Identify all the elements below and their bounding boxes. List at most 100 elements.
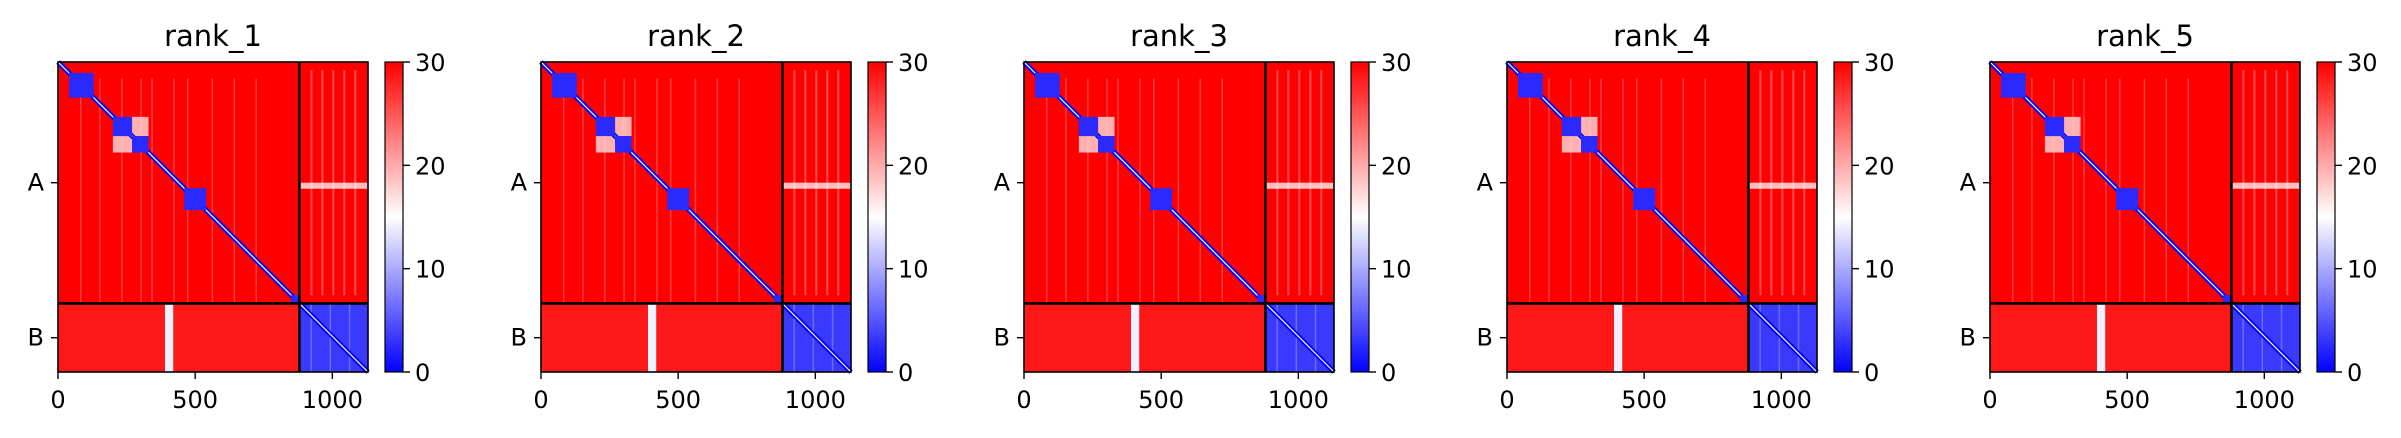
texture-stripe xyxy=(656,78,658,304)
panel-title: rank_3 xyxy=(1130,19,1228,53)
colorbar-tick-label: 0 xyxy=(1381,359,1396,387)
colorbar xyxy=(867,61,887,373)
chain-label: B xyxy=(1477,324,1493,352)
texture-stripe xyxy=(716,78,719,304)
diagonal-block xyxy=(1098,136,1115,153)
ba-stripe xyxy=(164,303,174,372)
panel-5: rank_5 0 500 1000 A B 0 10 20 30 xyxy=(1960,19,2378,414)
diagonal-block xyxy=(2116,188,2139,211)
diagonal-block xyxy=(291,295,300,304)
b-block-texture xyxy=(2242,303,2244,372)
axes-frame xyxy=(540,61,852,373)
off-diagonal-block xyxy=(2044,136,2065,153)
texture-stripe xyxy=(623,78,625,304)
texture-stripe xyxy=(1117,78,1119,304)
texture-stripe xyxy=(140,78,142,304)
texture-stripe xyxy=(99,78,101,304)
colorbar-tick-label: 30 xyxy=(2347,49,2378,77)
chain-label: A xyxy=(511,169,528,197)
chain-label: A xyxy=(1477,169,1494,197)
texture-stripe xyxy=(1045,78,1048,304)
off-diagonal-block xyxy=(1098,116,1115,137)
x-tick-label: 1000 xyxy=(302,386,363,414)
texture-stripe xyxy=(121,78,123,304)
diagonal-block xyxy=(1517,72,1543,98)
diagonal-block xyxy=(112,116,133,137)
x-tick-label: 1000 xyxy=(785,386,846,414)
diagonal-block xyxy=(1078,116,1099,137)
texture-stripe xyxy=(1682,78,1685,304)
x-tick-label: 0 xyxy=(50,386,65,414)
texture-stripe xyxy=(79,78,82,304)
diagonal-block xyxy=(615,136,632,153)
diagonal-block xyxy=(1561,116,1582,137)
chain-label: B xyxy=(994,324,1010,352)
diagonal-block xyxy=(1581,136,1598,153)
diagonal-block xyxy=(667,188,690,211)
diagonal-block xyxy=(1740,295,1749,304)
ab-stripe-band xyxy=(299,182,368,189)
x-tick-label: 0 xyxy=(1499,386,1514,414)
diagonal-block xyxy=(1150,188,1173,211)
b-block-texture xyxy=(1314,303,1317,372)
panel-title: rank_1 xyxy=(164,19,262,53)
texture-stripe xyxy=(2165,78,2168,304)
b-block-texture xyxy=(831,303,834,372)
axes-frame xyxy=(1023,61,1335,373)
colorbar-tick-label: 10 xyxy=(898,256,929,284)
x-tick-label: 500 xyxy=(172,386,218,414)
texture-stripe xyxy=(604,78,606,304)
off-diagonal-block xyxy=(1561,136,1582,153)
diagonal-block xyxy=(132,136,149,153)
colorbar xyxy=(1833,61,1853,373)
ba-region-texture xyxy=(541,303,783,372)
x-tick-label: 1000 xyxy=(1268,386,1329,414)
ba-region-texture xyxy=(1024,303,1266,372)
panel-title: rank_4 xyxy=(1613,19,1711,53)
colorbar-tick-label: 0 xyxy=(898,359,913,387)
colorbar-tick-label: 30 xyxy=(1864,49,1895,77)
b-block-texture xyxy=(310,303,312,372)
diagonal-block xyxy=(2000,72,2026,98)
x-tick-label: 1000 xyxy=(2234,386,2295,414)
texture-stripe xyxy=(1065,78,1067,304)
texture-stripe xyxy=(1660,78,1663,304)
texture-stripe xyxy=(1528,78,1531,304)
texture-stripe xyxy=(211,78,214,304)
colorbar-tick-label: 20 xyxy=(1864,152,1895,180)
x-tick-label: 1000 xyxy=(1751,386,1812,414)
ab-stripe-band xyxy=(1265,182,1334,189)
chain-label: A xyxy=(1960,169,1977,197)
colorbar-tick-label: 0 xyxy=(2347,359,2362,387)
b-block-texture xyxy=(1276,303,1278,372)
chain-label: B xyxy=(28,324,44,352)
chain-label: A xyxy=(28,169,45,197)
panel-title: rank_5 xyxy=(2096,19,2194,53)
texture-stripe xyxy=(1548,78,1550,304)
colorbar-tick-label: 0 xyxy=(415,359,430,387)
texture-stripe xyxy=(694,78,697,304)
panel-4: rank_4 0 500 1000 A B 0 10 20 30 xyxy=(1477,19,1895,414)
colorbar-tick-label: 10 xyxy=(2347,256,2378,284)
ba-stripe xyxy=(2096,303,2106,372)
colorbar-tick-label: 30 xyxy=(415,49,446,77)
x-tick-label: 0 xyxy=(1016,386,1031,414)
colorbar-tick-label: 10 xyxy=(415,256,446,284)
off-diagonal-block xyxy=(595,136,616,153)
texture-stripe xyxy=(1199,78,1202,304)
texture-stripe xyxy=(634,78,636,304)
colorbar-tick-label: 20 xyxy=(415,152,446,180)
diagonal-core xyxy=(1989,61,2301,373)
panel-title: rank_2 xyxy=(647,19,745,53)
texture-stripe xyxy=(2187,78,2190,304)
x-tick-label: 0 xyxy=(1982,386,1997,414)
x-tick-label: 500 xyxy=(1138,386,1184,414)
colorbar-tick-label: 20 xyxy=(2347,152,2378,180)
off-diagonal-block xyxy=(112,136,133,153)
panel-2: rank_2 0 500 1000 A B 0 10 20 30 xyxy=(511,19,929,414)
diagonal-block xyxy=(184,188,207,211)
texture-stripe xyxy=(255,78,258,304)
diagonal-block xyxy=(774,295,783,304)
diagonal-block xyxy=(2064,136,2081,153)
texture-stripe xyxy=(1177,78,1180,304)
